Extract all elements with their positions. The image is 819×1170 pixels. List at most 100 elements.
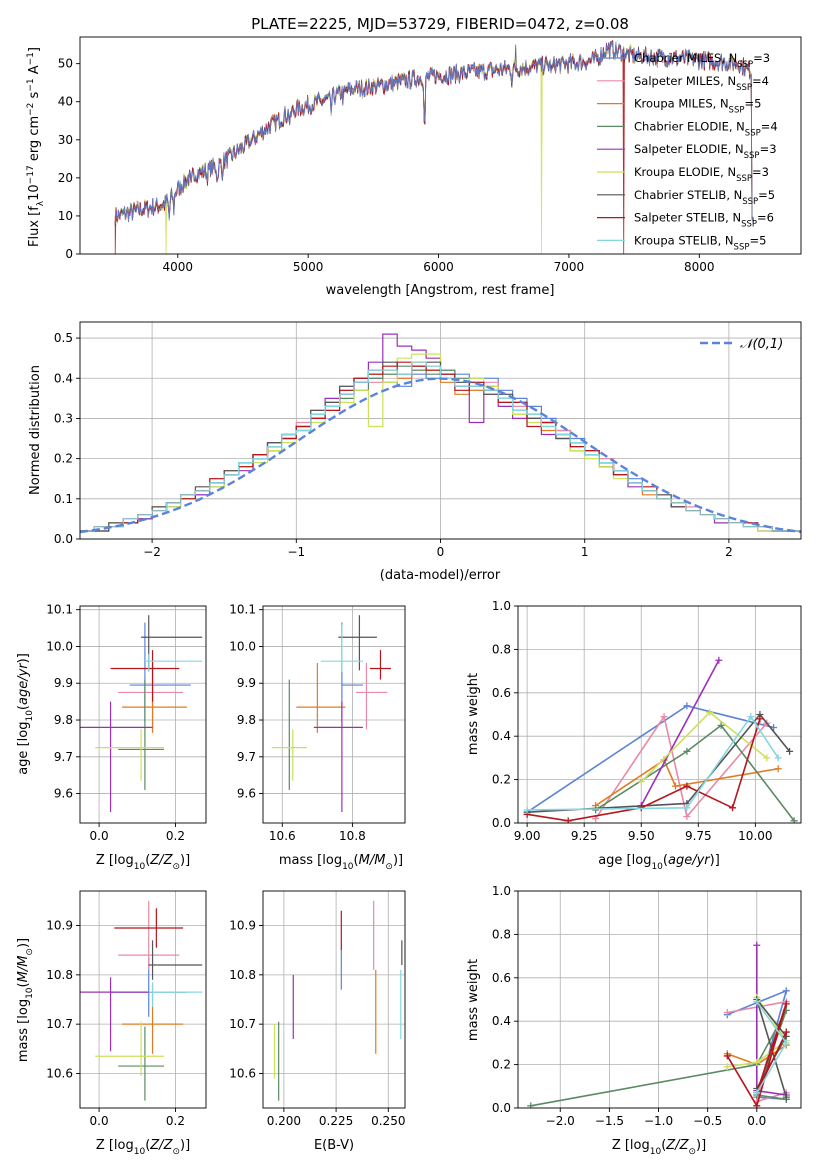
axes-frame [262,890,406,1109]
legend-label-tail: =4 [761,119,778,133]
mass-vs-extinction-panel: 0.200 0.225 0.250 10.6 10.7 10.8 10.9 E(B-V) [229,890,406,1153]
y-tick-label: 9.9 [54,676,73,690]
weight-marker [774,754,782,762]
x-axis-label-part: )] [696,1138,706,1153]
x-axis-label-part: ⊙ [172,1147,180,1157]
weight-marker [637,778,645,786]
y-tick-label: 0.2 [54,452,73,466]
x-tick-label: 4000 [163,260,194,274]
x-axis-label-part: Z [log [96,1138,134,1153]
y-axis-label-part: M/M [16,956,31,983]
y-axis-label: Normed distribution [28,365,43,495]
y-tick-label: 10.1 [46,603,73,617]
weight-marker [782,1000,790,1008]
weight-marker [683,747,691,755]
y-tick-label: 30 [58,133,73,147]
y-tick-label: 0.2 [492,1058,511,1072]
x-axis-label: Z [log10(Z/Z⊙)] [612,1138,706,1157]
axes-frame [262,605,406,824]
weight-marker [753,1089,761,1097]
y-tick-label: 0.2 [492,773,511,787]
x-tick-label: −1.0 [644,1114,673,1128]
normal-curve [80,377,801,534]
weight-marker [786,747,794,755]
legend-label-tail: =6 [757,211,774,225]
ticks: 0.0 0.2 10.6 10.7 10.8 10.9 [46,919,185,1128]
weight-marker [523,806,531,814]
grid [263,891,405,1108]
y-tick-label: 0.0 [54,532,73,546]
y-axis-label-part: −1 [26,78,36,91]
y-axis-label: mass [log10(M/M⊙)] [16,938,35,1062]
plot-area [114,40,754,254]
legend-label: Salpeter MILES, NSSP=4 [634,74,769,93]
x-tick-label: 10.6 [269,829,296,843]
legend-label-sub: SSP [742,197,758,207]
x-tick-label: 8000 [684,260,715,274]
x-axis-label-part: ( [145,1138,150,1153]
y-tick-label: 0.4 [492,1014,511,1028]
weight-marker [671,782,679,790]
y-tick-label: 10.6 [229,1066,256,1080]
y-axis-label-part: −17 [26,165,36,184]
y-tick-label: 10.7 [229,1017,256,1031]
weight-marker [723,1009,731,1017]
legend-label-sub: SSP [729,106,745,116]
x-tick-label: 6000 [423,260,454,274]
x-axis-label-part: 10 [134,1147,146,1157]
x-axis-label-part: )] [180,1138,190,1153]
x-tick-label: 9.00 [514,829,541,843]
x-tick-label: 0.0 [90,829,109,843]
weight-marker [753,998,761,1006]
y-axis-label-part: s [27,91,42,102]
grid [263,606,405,823]
y-tick-label: 50 [58,57,73,71]
y-axis-label: age [log10(age/yr)] [16,653,35,775]
plot-area [80,333,801,534]
weight-marker [753,941,761,949]
legend-label-tail: =5 [749,233,766,247]
x-tick-label: 0 [437,545,445,559]
x-axis-label-part: )] [393,853,403,868]
weight-marker [774,765,782,773]
legend-label-tail: =3 [752,165,769,179]
y-tick-label: 0.6 [492,686,511,700]
x-tick-label: 0.250 [371,1114,405,1128]
x-tick-label: 9.50 [628,829,655,843]
grid [518,890,801,1109]
histogram-step [80,361,801,532]
x-axis-label: wavelength [Angstrom, rest frame] [326,283,555,298]
legend: 𝒩(0,1) [700,337,783,352]
legend-label-main: Kroupa STELIB, N [634,233,734,247]
y-axis-label-part: 10 [25,987,35,999]
y-axis-label-part: ] [27,47,42,52]
x-axis-label-part: ( [145,853,150,868]
y-tick-label: 10.8 [46,968,73,982]
legend-label: Kroupa MILES, NSSP=5 [634,97,761,116]
weight-line [527,715,779,811]
weight-marker [763,754,771,762]
figure-title: PLATE=2225, MJD=53729, FIBERID=0472, z=0… [251,15,629,33]
weight-line [527,713,791,813]
y-tick-label: 10.8 [229,968,256,982]
y-tick-label: 10.9 [229,919,256,933]
x-axis-label-part: 10 [651,862,663,872]
x-tick-label: 0.0 [747,1114,766,1128]
weight-marker [782,1093,790,1101]
y-axis-label-part: ( [16,982,31,987]
x-tick-label: 0.0 [90,1114,109,1128]
weight-marker [683,782,691,790]
legend-label-sub: SSP [736,83,752,93]
legend-label: 𝒩(0,1) [740,337,783,352]
legend-label-main: Chabrier ELODIE, N [634,119,745,133]
legend-label-sub: SSP [734,242,750,252]
weight-marker [753,1102,761,1108]
x-axis-label-part: ⊙ [172,862,180,872]
x-axis-label-part: mass [log [279,853,342,868]
x-tick-label: 0.2 [166,829,185,843]
weight-marker [747,713,755,721]
legend-label-main: Salpeter MILES, N [634,74,736,88]
weight-marker [683,702,691,710]
axes-frame [517,605,802,824]
